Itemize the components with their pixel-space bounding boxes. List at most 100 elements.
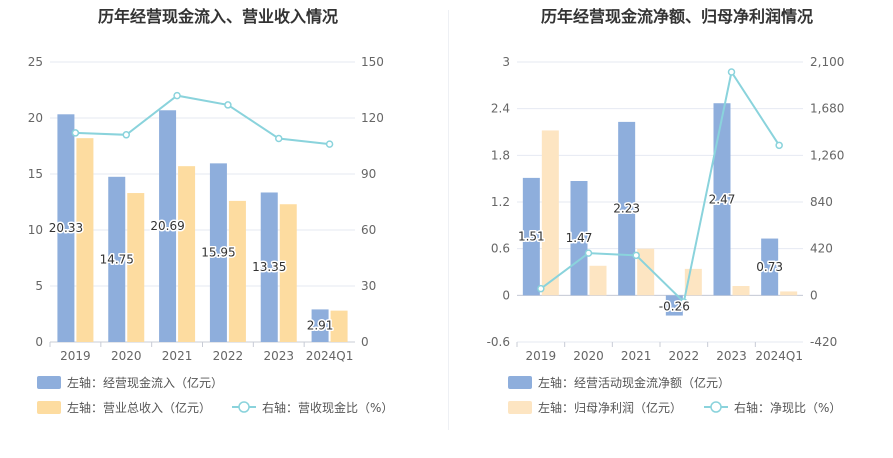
line-point	[632, 251, 640, 260]
x-axis-tick-label: 2022	[669, 349, 700, 363]
x-axis-tick-label: 2020	[573, 349, 604, 363]
bar	[127, 193, 145, 342]
x-axis-tick-label: 2019	[526, 349, 557, 363]
left-axis-tick-label: 0.6	[491, 242, 510, 256]
bar	[713, 103, 731, 296]
line-point	[680, 298, 688, 306]
bar	[159, 110, 177, 342]
bar-data-label: 1.51	[518, 230, 545, 244]
legend-label: 左轴：归母净利润（亿元）	[538, 400, 682, 415]
left-axis-tick-label: 3	[502, 55, 510, 69]
left-axis-tick-label: 2.4	[491, 102, 510, 116]
left-axis-tick-label: 5	[35, 279, 43, 293]
left-axis-tick-label: -0.6	[487, 335, 510, 349]
legend-line-marker	[238, 401, 250, 413]
bar	[570, 181, 588, 296]
bar-data-label: 2.23	[613, 202, 640, 216]
x-axis-tick-label: 2024Q1	[755, 349, 803, 363]
bar-data-label: 20.69	[150, 219, 184, 233]
bar-data-label: 0.73	[756, 260, 783, 274]
left-axis-tick-label: 0	[502, 288, 510, 302]
bar	[541, 130, 559, 296]
bar	[178, 166, 196, 342]
line-point	[122, 131, 130, 139]
right-axis-tick-label: 0	[361, 335, 369, 349]
bar	[684, 268, 702, 296]
bar	[780, 291, 798, 296]
right-axis-tick-label: 840	[810, 195, 833, 209]
line-point	[727, 68, 736, 76]
cashflow-revenue-chart: 历年经营现金流入、营业收入情况 0 0 5 30 10 60 15 90 20 120 25 150 2…	[28, 7, 394, 415]
x-axis-tick-label: 2022	[213, 349, 244, 363]
right-axis-tick-label: -420	[810, 335, 837, 349]
series-line	[540, 69, 781, 304]
legend-label: 左轴：经营活动现金流净额（亿元）	[538, 375, 730, 390]
legend-label: 左轴：经营现金流入（亿元）	[67, 375, 223, 390]
right-axis-tick-label: 1,260	[810, 148, 844, 162]
bar-data-label: -0.26	[659, 299, 690, 313]
bar	[637, 248, 655, 296]
legend-swatch	[37, 376, 61, 389]
x-axis-tick-label: 2020	[111, 349, 142, 363]
series-line	[75, 94, 330, 146]
right-axis-tick-label: 0	[810, 288, 818, 302]
bar	[732, 286, 750, 296]
bar	[228, 200, 246, 342]
right-axis-tick-label: 2,100	[810, 55, 844, 69]
bar	[311, 309, 329, 342]
chart-title: 历年经营现金流净额、归母净利润情况	[541, 7, 813, 26]
bar-data-label: 15.95	[201, 246, 235, 260]
bar	[618, 121, 636, 296]
legend-line-marker	[710, 401, 722, 413]
x-axis-tick-label: 2021	[621, 349, 652, 363]
legend-swatch	[508, 376, 532, 389]
line-point	[325, 140, 334, 148]
bar	[330, 310, 348, 342]
bar-data-label: 1.47	[566, 231, 593, 245]
line-point	[224, 101, 232, 109]
right-axis-tick-label: 420	[810, 242, 833, 256]
line-point	[173, 91, 181, 100]
bar	[665, 295, 683, 316]
bar	[76, 138, 94, 342]
bar-data-label: 14.75	[100, 252, 134, 266]
bar	[209, 163, 227, 342]
legend-label: 右轴：净现比（%）	[734, 400, 841, 415]
panel-divider	[448, 10, 449, 430]
x-axis-tick-label: 2023	[263, 349, 294, 363]
x-axis-tick-label: 2021	[162, 349, 193, 363]
x-axis-tick-label: 2019	[60, 349, 91, 363]
line-point	[275, 134, 283, 143]
line-point	[537, 284, 545, 293]
legend-label: 左轴：营业总收入（亿元）	[67, 400, 211, 415]
legend-swatch	[37, 401, 61, 414]
legend-label: 右轴：营收现金比（%）	[262, 400, 393, 415]
bar	[761, 238, 779, 296]
left-axis-tick-label: 25	[28, 55, 43, 69]
bar	[522, 177, 540, 296]
bar	[260, 192, 278, 342]
left-axis-tick-label: 0	[35, 335, 43, 349]
line-point	[71, 129, 80, 137]
x-axis-tick-label: 2023	[716, 349, 747, 363]
right-axis-tick-label: 60	[361, 223, 376, 237]
left-axis-tick-label: 20	[28, 111, 43, 125]
bar-data-label: 20.33	[49, 221, 83, 235]
right-axis-tick-label: 120	[361, 111, 384, 125]
left-axis-tick-label: 15	[28, 167, 43, 181]
bar-data-label: 2.47	[709, 192, 736, 206]
line-point	[775, 141, 783, 150]
right-axis-tick-label: 30	[361, 279, 376, 293]
bar	[279, 204, 297, 342]
bar-data-label: 13.35	[252, 260, 286, 274]
right-axis-tick-label: 90	[361, 167, 376, 181]
chart-title: 历年经营现金流入、营业收入情况	[98, 7, 338, 26]
bar	[589, 265, 607, 296]
legend-swatch	[508, 401, 532, 414]
left-axis-tick-label: 1.8	[491, 148, 510, 162]
left-axis-tick-label: 1.2	[491, 195, 510, 209]
bar	[57, 114, 75, 342]
right-axis-tick-label: 150	[361, 55, 384, 69]
left-axis-tick-label: 10	[28, 223, 43, 237]
